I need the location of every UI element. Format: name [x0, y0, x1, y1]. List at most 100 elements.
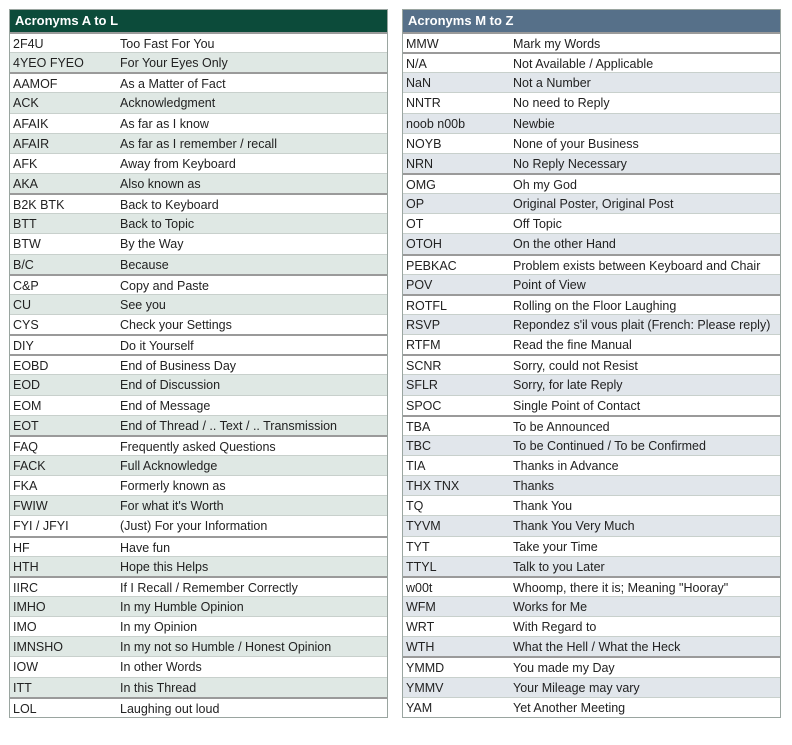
- meaning: In other Words: [120, 660, 202, 675]
- acronym: w00t: [406, 580, 433, 595]
- table-row: OP Original Poster, Original Post: [403, 193, 780, 214]
- acronym: FYI / JFYI: [13, 519, 69, 534]
- acronym: OT: [406, 217, 424, 232]
- table-row: HF Have fun: [10, 535, 387, 556]
- acronym: NNTR: [406, 96, 441, 111]
- table-row: YAM Yet Another Meeting: [403, 696, 780, 717]
- acronym: EOBD: [13, 359, 49, 374]
- table-row: FAQ Frequently asked Questions: [10, 434, 387, 455]
- table-row: FWIW For what it's Worth: [10, 495, 387, 516]
- meaning: Rolling on the Floor Laughing: [513, 298, 677, 313]
- table-row: WFM Works for Me: [403, 595, 780, 617]
- table-row: MMW Mark my Words: [403, 32, 780, 52]
- table-row: TBC To be Continued / To be Confirmed: [403, 434, 780, 455]
- meaning: Oh my God: [513, 177, 577, 192]
- table-row: AFAIR As far as I remember / recall: [10, 132, 387, 153]
- acronym: IOW: [13, 660, 38, 675]
- acronym: N/A: [406, 57, 427, 72]
- meaning: Hope this Helps: [120, 559, 209, 574]
- meaning: End of Thread / .. Text / .. Transmissio…: [120, 418, 337, 433]
- table-row: IIRC If I Recall / Remember Correctly: [10, 575, 387, 596]
- table-row: TQ Thank You: [403, 495, 780, 515]
- meaning: No need to Reply: [513, 96, 610, 111]
- table-row: PEBKAC Problem exists between Keyboard an…: [403, 253, 780, 274]
- acronym: CYS: [13, 317, 39, 332]
- table-row: 2F4U Too Fast For You: [10, 32, 387, 52]
- table-row: THX TNX Thanks: [403, 475, 780, 496]
- table-row: CU See you: [10, 293, 387, 314]
- acronym: NaN: [406, 76, 432, 91]
- table-row: ITT In this Thread: [10, 676, 387, 697]
- table-row: IMNSHO In my not so Humble / Honest Opini…: [10, 636, 387, 657]
- acronym: HTH: [13, 559, 39, 574]
- acronym: ROTFL: [406, 298, 447, 313]
- meaning: In my Opinion: [120, 620, 198, 635]
- meaning: None of your Business: [513, 136, 639, 151]
- table-row: HTH Hope this Helps: [10, 555, 387, 576]
- table-row: AAMOF As a Matter of Fact: [10, 72, 387, 92]
- acronym: SCNR: [406, 359, 442, 374]
- meaning: Because: [120, 257, 169, 272]
- table-header: Acronyms M to Z: [403, 10, 780, 32]
- meaning: Away from Keyboard: [120, 156, 236, 171]
- acronym: TBA: [406, 419, 431, 434]
- table-row: FACK Full Acknowledge: [10, 454, 387, 476]
- meaning: Not a Number: [513, 76, 591, 91]
- table-row: AFAIK As far as I know: [10, 112, 387, 133]
- acronym: HF: [13, 540, 30, 555]
- table-row: N/A Not Available / Applicable: [403, 52, 780, 72]
- table-row: TTYL Talk to you Later: [403, 555, 780, 576]
- meaning: Repondez s'il vous plait (French: Please…: [513, 317, 771, 332]
- table-row: IMHO In my Humble Opinion: [10, 595, 387, 617]
- table-row: 4YEO FYEO For Your Eyes Only: [10, 52, 387, 73]
- table-row: SCNR Sorry, could not Resist: [403, 354, 780, 374]
- meaning: Laughing out loud: [120, 701, 220, 716]
- table-row: RSVP Repondez s'il vous plait (French: Pl…: [403, 313, 780, 335]
- table-row: TBA To be Announced: [403, 414, 780, 435]
- meaning: Take your Time: [513, 539, 598, 554]
- meaning: In my Humble Opinion: [120, 599, 244, 614]
- meaning: In my not so Humble / Honest Opinion: [120, 640, 332, 655]
- table-row: OT Off Topic: [403, 213, 780, 233]
- table-row: WRT With Regard to: [403, 616, 780, 636]
- acronym: DIY: [13, 339, 34, 354]
- meaning: Your Mileage may vary: [513, 680, 640, 695]
- table-row: NRN No Reply Necessary: [403, 152, 780, 173]
- acronym: NOYB: [406, 136, 442, 151]
- acronym: EOD: [13, 378, 41, 393]
- meaning: Talk to you Later: [513, 559, 605, 574]
- table-row: RTFM Read the fine Manual: [403, 334, 780, 354]
- meaning: Sorry, for late Reply: [513, 378, 623, 393]
- meaning: See you: [120, 297, 166, 312]
- acronym: FWIW: [13, 499, 48, 514]
- table-row: SPOC Single Point of Contact: [403, 394, 780, 415]
- meaning: In this Thread: [120, 680, 197, 695]
- acronym: THX TNX: [406, 479, 460, 494]
- meaning: Back to Topic: [120, 217, 195, 232]
- meaning: For Your Eyes Only: [120, 56, 228, 71]
- meaning: By the Way: [120, 237, 184, 252]
- acronym: ACK: [13, 96, 39, 111]
- meaning: Read the fine Manual: [513, 338, 632, 353]
- acronym: SPOC: [406, 398, 442, 413]
- meaning: Newbie: [513, 116, 555, 131]
- acronym: noob n00b: [406, 116, 466, 131]
- meaning: Full Acknowledge: [120, 458, 218, 473]
- acronym: BTW: [13, 237, 41, 252]
- table-row: ACK Acknowledgment: [10, 92, 387, 113]
- table-row: DIY Do it Yourself: [10, 334, 387, 354]
- meaning: As a Matter of Fact: [120, 77, 226, 92]
- table-row: w00t Whoomp, there it is; Meaning "Hooray…: [403, 575, 780, 596]
- table-row: EOD End of Discussion: [10, 374, 387, 395]
- meaning: Do it Yourself: [120, 339, 194, 354]
- acronym: YMMV: [406, 680, 444, 695]
- table-row: AKA Also known as: [10, 172, 387, 194]
- meaning: Check your Settings: [120, 317, 232, 332]
- acronym: YMMD: [406, 661, 445, 676]
- table-row: SFLR Sorry, for late Reply: [403, 374, 780, 395]
- table-row: IOW In other Words: [10, 656, 387, 676]
- acronym: IMHO: [13, 599, 46, 614]
- acronym: TBC: [406, 438, 431, 453]
- acronym: EOT: [13, 418, 39, 433]
- acronym: TIA: [406, 458, 426, 473]
